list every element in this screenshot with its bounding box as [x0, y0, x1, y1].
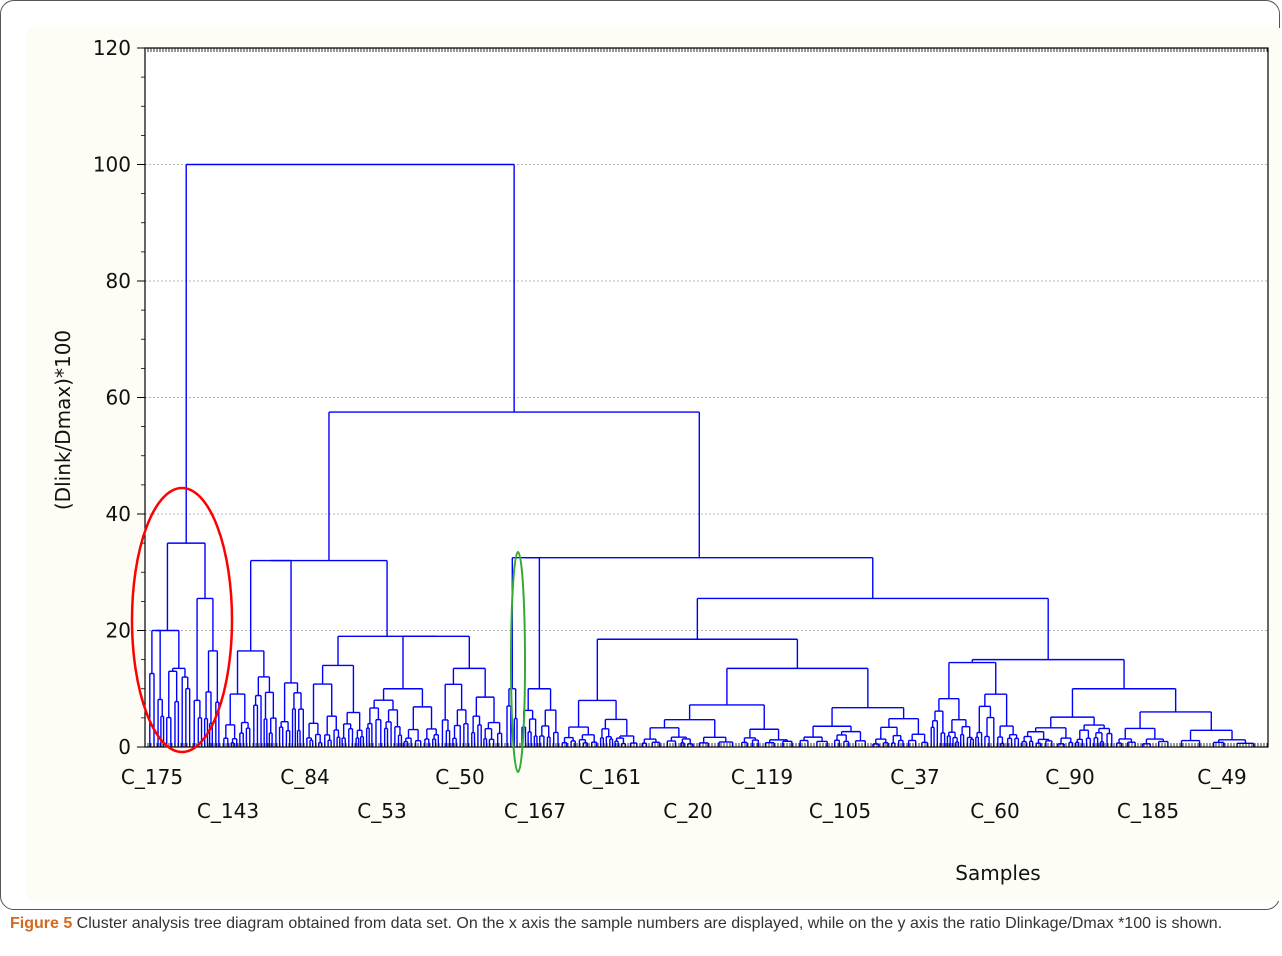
y-tick-label: 0: [118, 735, 131, 759]
x-tick-label: C_50: [435, 765, 484, 789]
axes: [137, 47, 1269, 748]
x-tick-label: C_185: [1117, 799, 1179, 823]
x-tick-label: C_37: [890, 765, 939, 789]
y-tick-label: 120: [93, 36, 131, 60]
caption-text: Cluster analysis tree diagram obtained f…: [72, 915, 1223, 932]
y-tick-label: 40: [106, 502, 131, 526]
red-highlight-ellipse: [130, 486, 234, 754]
x-axis-title: Samples: [955, 861, 1040, 885]
x-tick-label: C_161: [579, 765, 641, 789]
y-tick-label: 20: [106, 619, 131, 643]
axis-labels: 0 20 40 60 80 100 120 C_175 C_84 C_50 C_161 C_119 C_…: [51, 36, 1247, 885]
x-tick-label: C_49: [1197, 765, 1246, 789]
highlight-ellipses: [130, 486, 526, 773]
green-highlight-ellipse: [510, 551, 526, 773]
y-axis-title: (Dlink/Dmax)*100: [51, 330, 75, 510]
dendrogram-links: [149, 163, 1255, 747]
dendrogram-chart: 0 20 40 60 80 100 120 C_175 C_84 C_50 C_161 C_119 C_…: [51, 36, 1269, 885]
x-tick-label: C_167: [504, 799, 566, 823]
caption-label: Figure 5: [10, 915, 73, 932]
x-tick-label: C_105: [809, 799, 871, 823]
x-tick-label: C_119: [731, 765, 793, 789]
x-tick-label: C_90: [1045, 765, 1094, 789]
x-tick-label: C_84: [280, 765, 329, 789]
x-tick-label: C_60: [970, 799, 1019, 823]
x-tick-label: C_143: [197, 799, 259, 823]
figure-caption: Figure 5 Cluster analysis tree diagram o…: [10, 914, 1276, 934]
y-tick-label: 100: [93, 153, 131, 177]
y-tick-label: 60: [106, 386, 131, 410]
grid-lines: [145, 48, 1268, 747]
x-tick-label: C_20: [663, 799, 712, 823]
x-tick-label: C_175: [121, 765, 183, 789]
y-tick-label: 80: [106, 269, 131, 293]
x-tick-label: C_53: [357, 799, 406, 823]
